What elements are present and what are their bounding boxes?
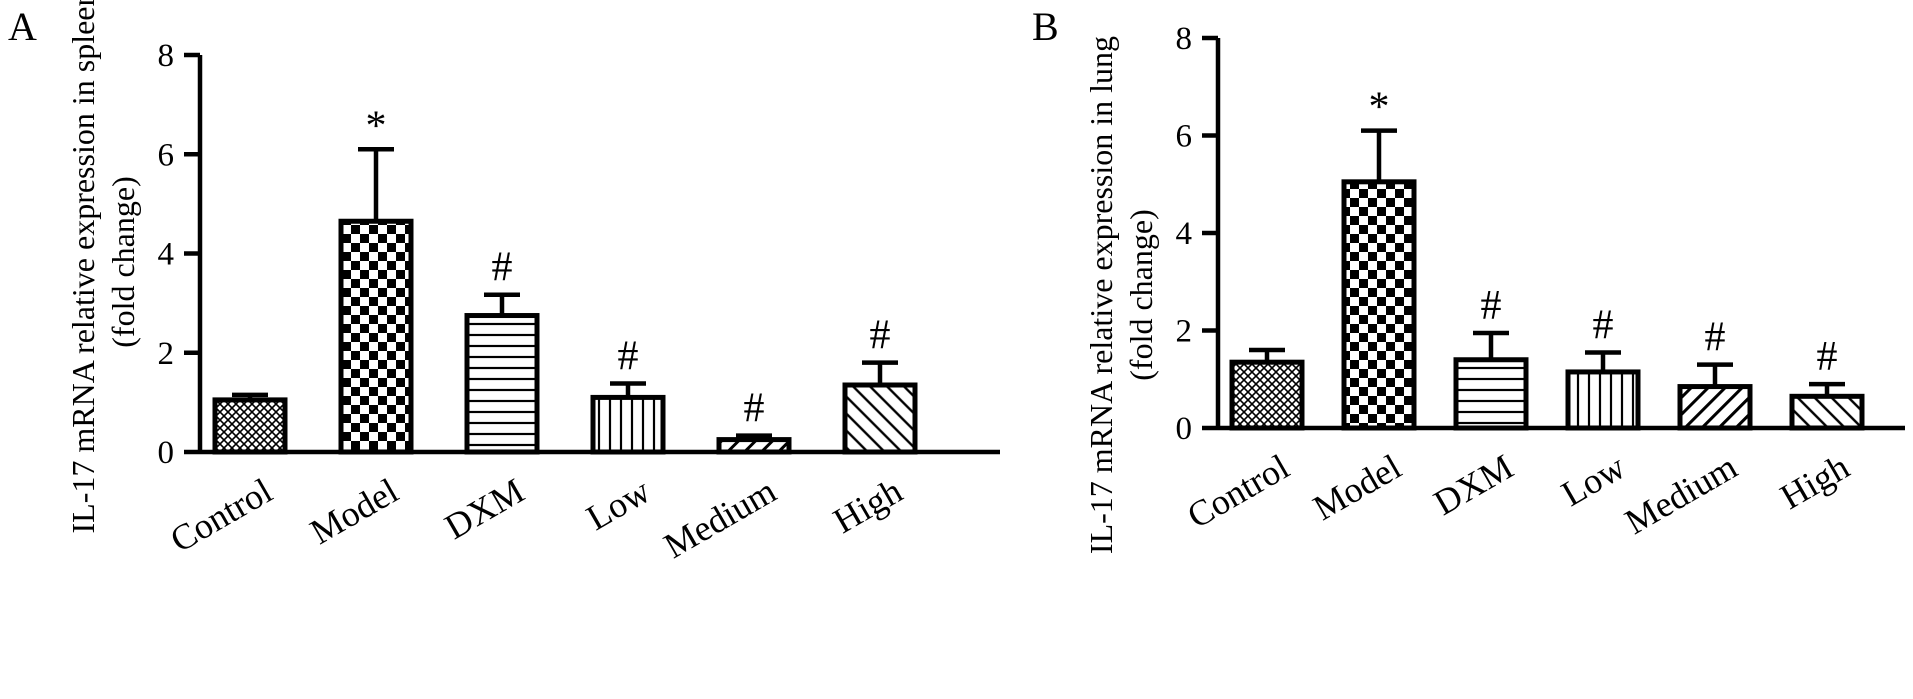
error-bars-b bbox=[1249, 128, 1845, 397]
y-axis-label-line2-a: (fold change) bbox=[105, 176, 141, 347]
bar-low bbox=[590, 394, 666, 455]
error-bar-dxm bbox=[484, 292, 520, 316]
x-tick-label-low: Low bbox=[1555, 446, 1632, 514]
x-tick-label-model: Model bbox=[303, 470, 404, 552]
x-tick-label-medium: Medium bbox=[1618, 446, 1744, 542]
bar-low bbox=[1565, 369, 1641, 431]
error-bar-medium bbox=[1697, 362, 1733, 387]
y-tick-label: 2 bbox=[158, 336, 175, 372]
significance-mark: # bbox=[1593, 302, 1614, 348]
error-bar-low bbox=[610, 381, 646, 398]
y-tick-label: 2 bbox=[1176, 314, 1193, 350]
bar-medium bbox=[1677, 384, 1753, 431]
y-tick-label: 0 bbox=[1176, 411, 1193, 447]
y-tick-label: 4 bbox=[1176, 216, 1193, 252]
x-tick-label-control: Control bbox=[164, 470, 279, 560]
y-tick-label: 8 bbox=[1176, 21, 1193, 57]
error-bar-control bbox=[232, 392, 268, 400]
bar-high bbox=[842, 382, 918, 455]
y-tick-label: 8 bbox=[158, 38, 175, 74]
y-axis-label-line1-a: IL-17 mRNA relative expression in spleen bbox=[65, 0, 101, 533]
x-tick-label-control: Control bbox=[1181, 446, 1296, 536]
bars-b bbox=[1229, 179, 1865, 431]
panel-a: A IL-17 mRNA relative expression in sple… bbox=[8, 0, 1000, 566]
significance-mark: # bbox=[744, 386, 765, 432]
x-tick-labels-a: Control Model DXM Low Medium High bbox=[164, 470, 909, 566]
x-tick-label-high: High bbox=[826, 470, 908, 541]
error-bar-model bbox=[358, 147, 394, 222]
bar-high bbox=[1789, 393, 1865, 431]
significance-mark: * bbox=[1369, 85, 1390, 131]
y-axis-label-line2-b: (fold change) bbox=[1123, 209, 1159, 380]
x-tick-label-medium: Medium bbox=[657, 470, 783, 566]
y-tick-label: 6 bbox=[158, 137, 175, 173]
panel-letter-a: A bbox=[8, 4, 37, 49]
x-tick-label-high: High bbox=[1773, 446, 1855, 517]
significance-mark: * bbox=[366, 103, 387, 149]
significance-mark: # bbox=[618, 334, 639, 380]
significance-mark: # bbox=[492, 245, 513, 291]
error-bar-medium bbox=[736, 433, 772, 440]
y-tick-label: 4 bbox=[158, 237, 175, 273]
error-bar-low bbox=[1585, 350, 1621, 372]
panel-letter-b: B bbox=[1032, 4, 1059, 49]
y-ticks-a: 0 2 4 6 8 bbox=[158, 38, 200, 471]
bar-dxm bbox=[1453, 357, 1529, 431]
bar-model bbox=[338, 218, 414, 455]
x-tick-label-model: Model bbox=[1306, 446, 1407, 528]
error-bars-a bbox=[232, 147, 898, 440]
error-bar-model bbox=[1361, 128, 1397, 182]
x-tick-label-dxm: DXM bbox=[1427, 446, 1520, 523]
y-tick-label: 6 bbox=[1176, 119, 1193, 155]
annotations-b: * # # # # bbox=[1369, 85, 1838, 381]
x-tick-label-dxm: DXM bbox=[438, 470, 531, 547]
bars-a bbox=[212, 218, 918, 455]
annotations-a: * # # # # bbox=[366, 103, 891, 431]
error-bar-high bbox=[1809, 381, 1845, 397]
x-tick-label-low: Low bbox=[580, 470, 657, 538]
significance-mark: # bbox=[1817, 334, 1838, 380]
significance-mark: # bbox=[1481, 283, 1502, 329]
bar-control bbox=[212, 397, 288, 455]
y-ticks-b: 0 2 4 6 8 bbox=[1176, 21, 1218, 447]
y-axis-label-line1-b: IL-17 mRNA relative expression in lung bbox=[1083, 36, 1119, 554]
error-bar-control bbox=[1249, 347, 1285, 363]
significance-mark: # bbox=[1705, 315, 1726, 361]
significance-mark: # bbox=[870, 313, 891, 359]
bar-control bbox=[1229, 359, 1305, 431]
y-tick-label: 0 bbox=[158, 435, 175, 471]
panel-b: B IL-17 mRNA relative expression in lung… bbox=[1032, 4, 1905, 554]
bar-model bbox=[1341, 179, 1417, 431]
bar-dxm bbox=[464, 313, 540, 455]
error-bar-high bbox=[862, 360, 898, 386]
error-bar-dxm bbox=[1473, 330, 1509, 360]
